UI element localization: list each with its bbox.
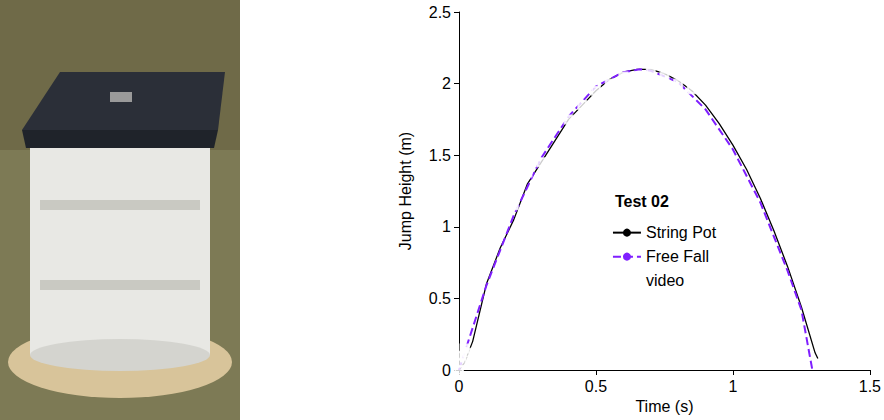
svg-text:1.5: 1.5	[859, 378, 881, 395]
svg-text:Test 02: Test 02	[615, 193, 669, 210]
svg-text:Jump Height (m): Jump Height (m)	[397, 132, 414, 250]
svg-text:2: 2	[442, 75, 451, 92]
svg-text:0.5: 0.5	[429, 290, 451, 307]
svg-text:String Pot: String Pot	[646, 224, 717, 241]
svg-text:0: 0	[442, 362, 451, 379]
svg-text:2.5: 2.5	[429, 4, 451, 21]
svg-text:video: video	[646, 272, 684, 289]
svg-text:Time (s): Time (s)	[635, 398, 693, 415]
svg-text:0: 0	[455, 378, 464, 395]
svg-text:1.5: 1.5	[429, 147, 451, 164]
svg-text:Free Fall: Free Fall	[646, 248, 709, 265]
svg-text:1: 1	[728, 378, 737, 395]
svg-text:1: 1	[442, 218, 451, 235]
svg-text:0.5: 0.5	[585, 378, 607, 395]
